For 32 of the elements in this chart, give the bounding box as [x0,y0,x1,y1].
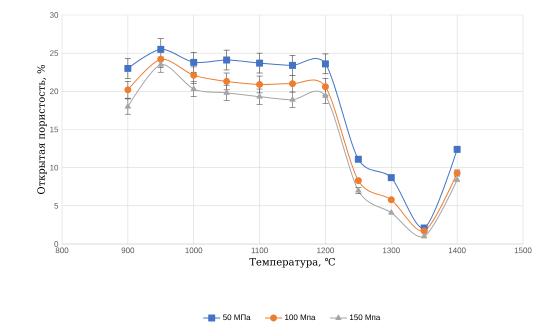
point [157,46,164,53]
point [421,232,428,238]
point [454,146,461,153]
point [223,56,230,64]
point [420,228,428,235]
point [157,56,164,63]
point [322,83,329,90]
point [224,89,230,95]
point [388,196,395,204]
point [256,60,264,67]
point [124,86,132,94]
point [454,176,460,182]
point [289,80,296,88]
point [289,96,296,102]
point [256,80,264,88]
point [388,174,395,182]
point [322,92,329,98]
point [289,62,296,69]
point [124,103,131,109]
point [190,72,198,79]
y-axis-title: Открытая пористость, % [37,64,47,194]
point [124,64,132,72]
point [190,58,198,66]
point [354,177,362,184]
point [388,209,394,215]
point [158,61,164,67]
point [322,60,329,68]
point [256,93,263,99]
point [223,78,230,85]
x-axis-title: Температура, ℃ [249,258,336,268]
point [354,156,362,163]
point [190,86,197,92]
